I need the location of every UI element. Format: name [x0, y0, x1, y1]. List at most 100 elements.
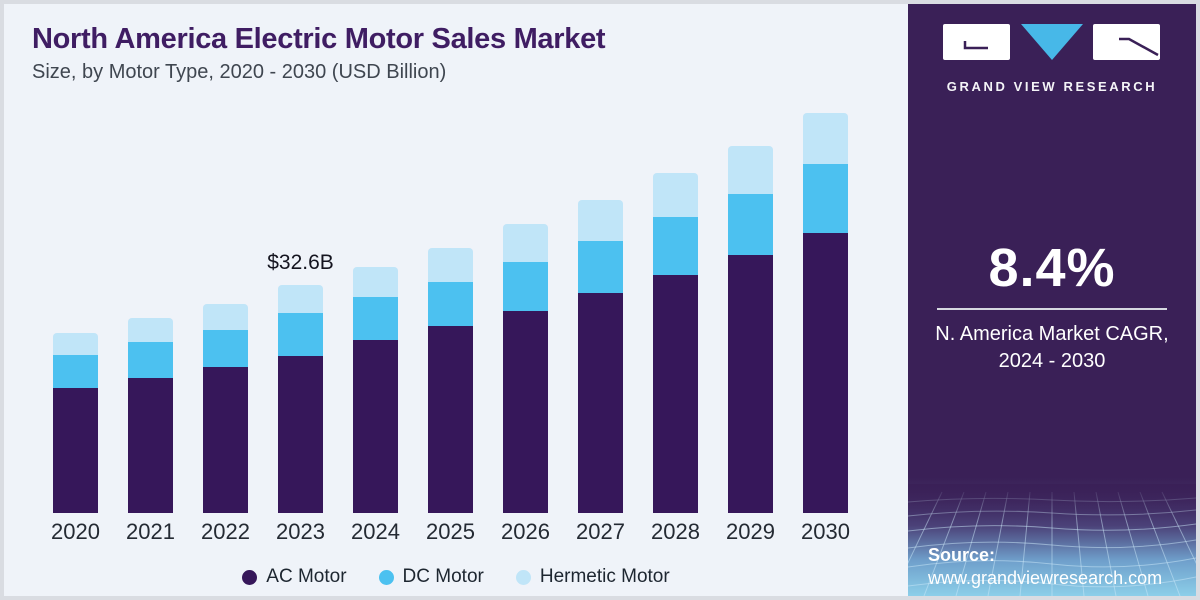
bar-segment-dc-motor	[428, 282, 473, 327]
x-axis-label: 2026	[501, 519, 550, 544]
bar-segment-dc-motor	[203, 329, 248, 367]
bar-column: 2030	[801, 112, 850, 545]
bar-segment-dc-motor	[653, 216, 698, 275]
bar-segment-hermetic-motor	[803, 112, 848, 164]
bar-segment-ac-motor	[203, 366, 248, 513]
gvr-v-triangle	[1021, 24, 1083, 60]
x-axis-label: 2030	[801, 519, 850, 544]
cagr-caption-line1: N. America Market CAGR,	[935, 323, 1169, 345]
x-axis-label: 2020	[51, 519, 100, 544]
x-axis-label: 2029	[726, 519, 775, 544]
legend-label: Hermetic Motor	[539, 566, 670, 587]
page-title: North America Electric Motor Sales Marke…	[32, 23, 606, 55]
bar-segment-dc-motor	[53, 354, 98, 388]
gvr-r-mark	[1119, 37, 1159, 57]
gvr-g-mark	[963, 41, 988, 50]
bar-segment-hermetic-motor	[278, 284, 323, 313]
title-block: North America Electric Motor Sales Marke…	[32, 23, 606, 84]
x-axis-label: 2022	[201, 519, 250, 544]
x-axis-label: 2027	[576, 519, 625, 544]
cagr-value: 8.4%	[988, 238, 1116, 298]
bar-stack	[578, 200, 623, 513]
brand-sidebar: GRAND VIEW RESEARCH 8.4% N. America Mark…	[908, 4, 1196, 596]
chart-legend: AC Motor DC Motor Hermetic Motor	[4, 566, 908, 588]
bar-stack	[128, 318, 173, 513]
bar-segment-hermetic-motor	[503, 223, 548, 262]
bar-stack	[503, 223, 548, 513]
bar-segment-dc-motor	[353, 297, 398, 341]
x-axis-label: 2025	[426, 519, 475, 544]
bar-segment-ac-motor	[728, 254, 773, 513]
bar-segment-ac-motor	[803, 233, 848, 513]
bars-row: 2020 2021 2022 2023 $32.6B 2024 2025 2026 2027 20…	[51, 112, 850, 545]
bar-segment-ac-motor	[653, 275, 698, 513]
bar-column: 2026	[501, 223, 550, 545]
bar-segment-hermetic-motor	[353, 266, 398, 298]
cagr-block: 8.4% N. America Market CAGR, 2024 - 2030	[908, 241, 1196, 375]
bar-column: 2021	[126, 318, 175, 545]
bar-segment-ac-motor	[503, 310, 548, 513]
bar-segment-hermetic-motor	[128, 318, 173, 343]
bar-column: 2029	[726, 145, 775, 545]
legend-dot-icon	[378, 569, 394, 585]
bar-stack	[278, 284, 323, 513]
wireframe-mesh-decoration	[908, 484, 1196, 596]
bar-stack	[353, 266, 398, 513]
cagr-divider	[937, 308, 1167, 310]
cagr-caption-line2: 2024 - 2030	[998, 350, 1106, 372]
bar-segment-ac-motor	[278, 355, 323, 513]
bar-segment-hermetic-motor	[728, 145, 773, 194]
bar-segment-ac-motor	[53, 387, 98, 513]
bar-column: 2020	[51, 333, 100, 545]
brand-name: GRAND VIEW RESEARCH	[946, 79, 1158, 94]
bar-column: 2022	[201, 304, 250, 545]
bar-segment-hermetic-motor	[578, 200, 623, 242]
bar-column: 2023 $32.6B	[267, 251, 334, 545]
bar-segment-ac-motor	[428, 326, 473, 513]
bar-segment-hermetic-motor	[653, 172, 698, 217]
bar-stack	[653, 172, 698, 513]
bar-segment-dc-motor	[128, 342, 173, 378]
gvr-r-block	[1093, 24, 1160, 60]
source-label: Source:	[928, 545, 996, 565]
bar-segment-dc-motor	[803, 163, 848, 233]
legend-item: Hermetic Motor	[515, 566, 670, 588]
gvr-g-block	[943, 24, 1010, 60]
value-callout: $32.6B	[267, 250, 334, 274]
bar-column: 2025	[426, 247, 475, 545]
bar-stack	[203, 304, 248, 513]
bar-segment-ac-motor	[353, 340, 398, 513]
x-axis-label: 2028	[651, 519, 700, 544]
x-axis-label: 2021	[126, 519, 175, 544]
bar-column: 2027	[576, 200, 625, 545]
source-block: Source: www.grandviewresearch.com	[928, 544, 1162, 590]
bar-segment-dc-motor	[578, 241, 623, 293]
x-axis-label: 2024	[351, 519, 400, 544]
chart-panel: North America Electric Motor Sales Marke…	[4, 4, 908, 596]
legend-item: DC Motor	[378, 566, 484, 588]
bar-segment-ac-motor	[128, 377, 173, 513]
bar-stack	[428, 247, 473, 513]
legend-label: DC Motor	[402, 566, 484, 587]
bar-segment-hermetic-motor	[428, 247, 473, 283]
bar-segment-hermetic-motor	[203, 304, 248, 330]
gvr-logo	[943, 23, 1161, 66]
bar-segment-dc-motor	[728, 193, 773, 255]
bar-column: 2024	[351, 266, 400, 545]
x-axis-label: 2023	[276, 519, 325, 544]
bar-segment-ac-motor	[578, 292, 623, 513]
legend-item: AC Motor	[242, 566, 347, 588]
bar-stack	[803, 112, 848, 513]
legend-dot-icon	[515, 569, 531, 585]
bar-stack	[728, 145, 773, 513]
page-subtitle: Size, by Motor Type, 2020 - 2030 (USD Bi…	[32, 61, 447, 83]
source-url: www.grandviewresearch.com	[928, 568, 1163, 588]
bar-stack	[53, 333, 98, 513]
bar-column: 2028	[651, 172, 700, 545]
bar-segment-dc-motor	[503, 261, 548, 311]
legend-label: AC Motor	[266, 566, 347, 587]
bar-segment-dc-motor	[278, 312, 323, 356]
legend-dot-icon	[242, 569, 258, 585]
bar-segment-hermetic-motor	[53, 333, 98, 355]
